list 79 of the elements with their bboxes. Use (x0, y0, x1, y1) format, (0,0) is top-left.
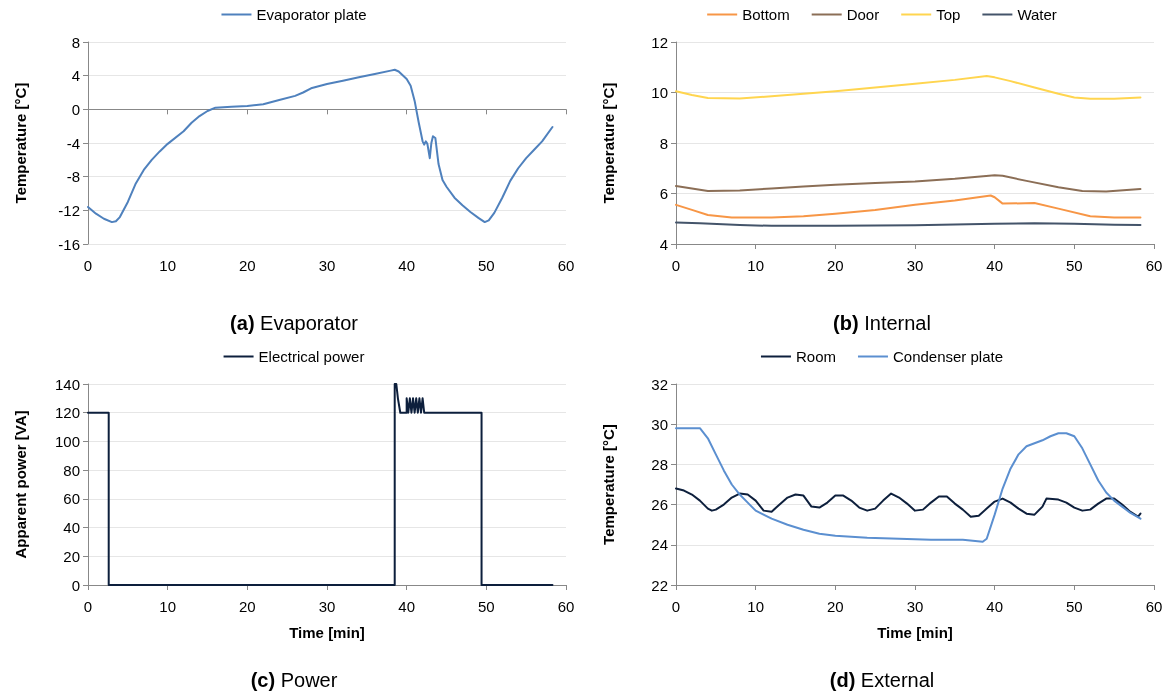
x-axis-title: Time [min] (877, 624, 953, 641)
legend-label: Water (1017, 6, 1057, 23)
y-tick-label: 24 (651, 536, 668, 554)
line-series (675, 174, 1142, 193)
y-tick-label: -16 (58, 235, 80, 253)
x-tick-label: 0 (83, 257, 93, 274)
y-tick-label: 30 (651, 415, 668, 433)
y-tick-label: 4 (71, 67, 80, 85)
line-series (87, 68, 554, 224)
x-tick-label: 20 (238, 257, 256, 274)
x-tick-label: 60 (557, 257, 575, 274)
legend-label: Condenser plate (892, 348, 1004, 365)
x-tick-label: 60 (557, 598, 575, 615)
y-tick-label: 26 (651, 496, 668, 514)
y-tick-label: 6 (659, 185, 668, 202)
y-tick-label: 22 (651, 576, 668, 594)
line-series (87, 383, 554, 586)
line-series (675, 487, 1142, 518)
x-tick-label: 30 (318, 598, 336, 615)
legend-label: Top (936, 6, 961, 23)
x-tick-label: 0 (671, 598, 681, 615)
text: (d) External (829, 669, 935, 691)
text: (c) Power (250, 669, 338, 691)
x-tick-label: 40 (398, 598, 416, 615)
y-tick-label: 100 (54, 432, 80, 450)
y-tick-label: -12 (58, 201, 80, 219)
x-tick-label: 60 (1145, 257, 1163, 274)
y-tick-label: 0 (71, 576, 80, 594)
x-tick-label: 20 (826, 598, 844, 615)
y-tick-label: 4 (659, 235, 668, 253)
y-tick-label: 32 (651, 375, 668, 393)
y-tick-label: 8 (659, 134, 668, 152)
x-tick-label: 30 (906, 598, 924, 615)
x-tick-label: 60 (1145, 598, 1163, 615)
y-axis-title: Apparent power [VA] (12, 410, 29, 559)
x-axis-title: Time [min] (289, 624, 365, 641)
y-axis-title: Temperature [°C] (600, 82, 617, 204)
x-tick-label: 10 (747, 257, 765, 274)
text: (b) Internal (833, 312, 931, 334)
x-tick-label: 20 (826, 257, 844, 274)
y-tick-label: 20 (63, 547, 80, 565)
x-tick-label: 50 (1065, 257, 1083, 274)
line-series (675, 75, 1142, 100)
x-tick-label: 40 (986, 598, 1004, 615)
line-series (675, 194, 1142, 219)
y-tick-label: 10 (651, 84, 668, 101)
line-series (675, 427, 1142, 543)
y-tick-label: 8 (71, 33, 80, 51)
y-tick-label: 120 (54, 404, 80, 422)
legend-label: Evaporator plate (256, 6, 367, 23)
legend-label: Door (846, 6, 880, 23)
y-axis-title: Temperature [°C] (600, 424, 617, 545)
x-tick-label: 0 (671, 257, 681, 274)
x-tick-label: 10 (159, 598, 177, 615)
legend-label: Bottom (742, 6, 790, 23)
x-tick-label: 10 (159, 257, 177, 274)
x-tick-label: 40 (986, 257, 1004, 274)
y-tick-label: 80 (63, 461, 80, 479)
y-tick-label: -4 (66, 134, 80, 152)
y-tick-label: -8 (66, 168, 80, 186)
y-tick-label: 28 (651, 455, 668, 473)
text: (a) Evaporator (230, 312, 359, 334)
y-tick-label: 12 (651, 33, 668, 51)
x-tick-label: 30 (318, 257, 336, 274)
y-tick-label: 140 (54, 375, 80, 393)
x-tick-label: 50 (1065, 598, 1083, 615)
x-tick-label: 40 (398, 257, 416, 274)
y-axis-title: Temperature [°C] (12, 82, 29, 204)
x-tick-label: 50 (477, 257, 495, 274)
x-tick-label: 0 (83, 598, 93, 615)
x-tick-label: 20 (238, 598, 256, 615)
x-tick-label: 10 (747, 598, 765, 615)
x-tick-label: 30 (906, 257, 924, 274)
y-tick-label: 40 (63, 519, 80, 537)
y-tick-label: 0 (71, 100, 80, 118)
legend-label: Electrical power (258, 348, 365, 365)
x-tick-label: 50 (477, 598, 495, 615)
y-tick-label: 60 (63, 490, 80, 508)
legend-label: Room (795, 348, 836, 365)
